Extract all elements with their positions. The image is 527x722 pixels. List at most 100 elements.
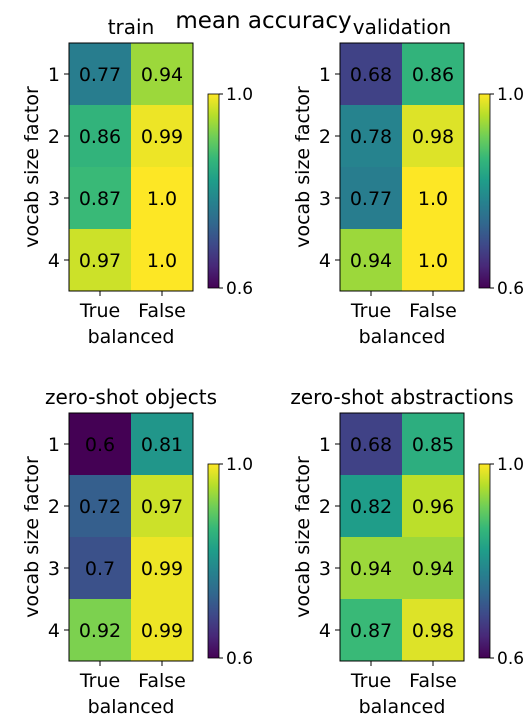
heatmap-cell: [402, 105, 464, 167]
heatmap-cell: [69, 105, 131, 167]
y-tick-label: 3: [48, 558, 60, 580]
x-tick-label: True: [350, 300, 391, 322]
heatmap-cell: [340, 167, 402, 229]
colorbar-tick-label: 1.0: [226, 455, 253, 475]
heatmap-cell: [69, 475, 131, 537]
y-axis-label: vocab size factor: [21, 86, 43, 248]
y-tick-label: 3: [48, 188, 60, 210]
heatmap-cell: [131, 43, 193, 105]
y-tick-label: 1: [319, 434, 331, 456]
heatmap-cell: [131, 229, 193, 291]
cell-value-label: 0.92: [79, 620, 121, 642]
heatmap-cell: [340, 475, 402, 537]
x-axis-label: balanced: [359, 326, 446, 348]
heatmap-cell: [340, 537, 402, 599]
heatmap-cell: [69, 229, 131, 291]
cell-value-label: 0.77: [79, 64, 121, 86]
y-axis-label: vocab size factor: [21, 456, 43, 618]
heatmap-frame: [339, 42, 465, 292]
cell-value-label: 0.98: [412, 126, 454, 148]
heatmap-cell: [340, 599, 402, 661]
heatmap-frame: [68, 42, 194, 292]
cell-value-label: 0.94: [350, 558, 392, 580]
heatmap-cell: [131, 167, 193, 229]
y-tick-label: 4: [319, 250, 331, 272]
heatmap-panel: zero-shot abstractions 0.68 0.85 0.82 0.96 0.…: [290, 385, 524, 718]
heatmap-cell: [340, 413, 402, 475]
heatmap-cell: [402, 599, 464, 661]
colorbar-tick-label: 0.6: [497, 279, 524, 299]
x-axis-label: balanced: [359, 696, 446, 718]
cell-value-label: 0.68: [350, 434, 392, 456]
cell-value-label: 0.98: [412, 620, 454, 642]
heatmap-panel: zero-shot objects 0.6 0.81 0.72 0.97 0.7 0.99 0…: [21, 385, 253, 718]
colorbar-tick-label: 0.6: [226, 279, 253, 299]
cell-value-label: 0.94: [412, 558, 454, 580]
cell-value-label: 0.99: [141, 126, 183, 148]
heatmap-cell: [402, 167, 464, 229]
heatmap-cell: [131, 599, 193, 661]
heatmap-frame: [68, 412, 194, 662]
cell-value-label: 0.87: [79, 188, 121, 210]
heatmap-cell: [340, 105, 402, 167]
cell-value-label: 0.99: [141, 620, 183, 642]
colorbar-tick-label: 1.0: [497, 85, 524, 105]
heatmap-cell: [340, 229, 402, 291]
cell-value-label: 0.97: [79, 250, 121, 272]
cell-value-label: 0.99: [141, 558, 183, 580]
x-tick-label: True: [79, 300, 120, 322]
y-axis-label: vocab size factor: [292, 86, 314, 248]
heatmap-cell: [402, 229, 464, 291]
heatmap-frame: [339, 412, 465, 662]
colorbar-tick-label: 0.6: [226, 649, 253, 669]
y-axis-label: vocab size factor: [292, 456, 314, 618]
panel-title: zero-shot abstractions: [290, 385, 513, 409]
heatmap-cell: [131, 537, 193, 599]
cell-value-label: 0.94: [350, 250, 392, 272]
cell-value-label: 0.97: [141, 496, 183, 518]
cell-value-label: 0.94: [141, 64, 183, 86]
x-tick-label: False: [138, 670, 186, 692]
colorbar: [478, 93, 491, 289]
x-tick-label: False: [409, 300, 457, 322]
y-tick-label: 4: [48, 620, 60, 642]
cell-value-label: 0.77: [350, 188, 392, 210]
colorbar: [207, 463, 220, 659]
y-tick-label: 3: [319, 188, 331, 210]
panel-title: zero-shot objects: [45, 385, 217, 409]
cell-value-label: 0.72: [79, 496, 121, 518]
heatmap-cell: [131, 105, 193, 167]
heatmap-cell: [69, 413, 131, 475]
cell-value-label: 1.0: [147, 250, 177, 272]
y-tick-label: 1: [48, 64, 60, 86]
panel-title: train: [108, 15, 155, 39]
cell-value-label: 0.78: [350, 126, 392, 148]
cell-value-label: 0.68: [350, 64, 392, 86]
x-tick-label: False: [138, 300, 186, 322]
cell-value-label: 0.81: [141, 434, 183, 456]
x-axis-label: balanced: [88, 696, 175, 718]
heatmap-cell: [69, 43, 131, 105]
colorbar-tick-label: 1.0: [497, 455, 524, 475]
panel-title: validation: [353, 15, 451, 39]
colorbar: [478, 463, 491, 659]
heatmap-cell: [340, 43, 402, 105]
y-tick-label: 2: [48, 126, 60, 148]
y-tick-label: 1: [48, 434, 60, 456]
x-tick-label: False: [409, 670, 457, 692]
cell-value-label: 0.85: [412, 434, 454, 456]
heatmap-panel: train 0.77 0.94 0.86 0.99 0.87 1.0 0.97 1.0 1 2 3 4 T…: [21, 15, 253, 348]
cell-value-label: 0.96: [412, 496, 454, 518]
x-axis-label: balanced: [88, 326, 175, 348]
y-tick-label: 3: [319, 558, 331, 580]
y-tick-label: 2: [319, 496, 331, 518]
cell-value-label: 0.7: [85, 558, 115, 580]
heatmap-cell: [69, 167, 131, 229]
y-tick-label: 2: [319, 126, 331, 148]
heatmap-cell: [131, 413, 193, 475]
cell-value-label: 0.86: [412, 64, 454, 86]
heatmap-cell: [69, 537, 131, 599]
cell-value-label: 1.0: [147, 188, 177, 210]
heatmap-cell: [69, 599, 131, 661]
